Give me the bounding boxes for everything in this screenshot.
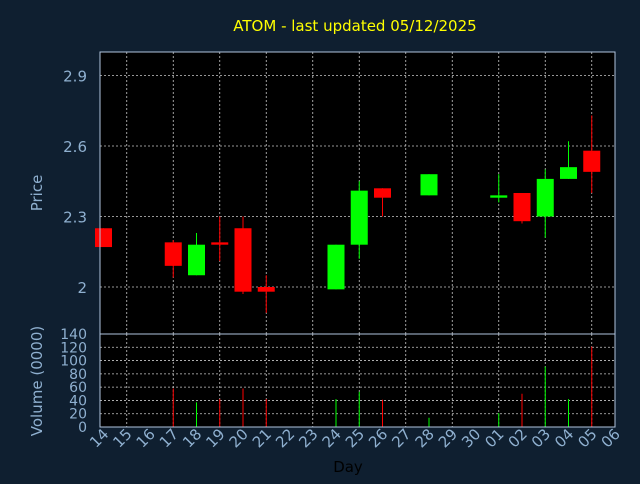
candle-body bbox=[164, 242, 182, 266]
candle-body bbox=[374, 188, 391, 198]
volume-panel-frame bbox=[99, 333, 616, 428]
candle bbox=[560, 141, 577, 179]
candle bbox=[95, 228, 112, 248]
x-axis-label: Day bbox=[333, 458, 363, 476]
candle-body bbox=[188, 244, 205, 276]
price-candles bbox=[95, 115, 601, 313]
price-y-tick-label: 2 bbox=[77, 279, 87, 297]
candle-body bbox=[513, 193, 531, 222]
price-y-tick-label: 2.9 bbox=[63, 68, 87, 86]
candle bbox=[374, 188, 391, 217]
candle-body bbox=[583, 150, 601, 172]
price-y-ticks: 2 2.3 2.6 2.9 bbox=[63, 68, 87, 298]
volume-y-tick-label: 140 bbox=[60, 327, 87, 343]
candle-body bbox=[420, 174, 438, 196]
x-ticks: 1415161718192021222324252627282930010203… bbox=[86, 425, 624, 451]
candle bbox=[164, 240, 182, 278]
candle-body bbox=[350, 190, 368, 245]
candle-body bbox=[95, 228, 112, 248]
volume-y-tick-label: 20 bbox=[69, 407, 87, 423]
candle-body bbox=[234, 228, 252, 292]
price-y-tick-label: 2.6 bbox=[63, 138, 87, 156]
candle-body bbox=[490, 195, 508, 198]
candle-body bbox=[257, 287, 275, 292]
candle bbox=[536, 169, 554, 238]
candle bbox=[234, 216, 252, 295]
candle bbox=[420, 174, 438, 196]
price-panel: 2 2.3 2.6 2.9 Price bbox=[28, 51, 616, 335]
candle bbox=[211, 216, 229, 262]
volume-bars bbox=[172, 346, 593, 427]
candle bbox=[490, 174, 508, 203]
volume-axis-label: Volume (0000) bbox=[28, 326, 46, 436]
candle bbox=[513, 193, 531, 224]
candle bbox=[257, 275, 275, 313]
price-y-tick-label: 2.3 bbox=[63, 209, 87, 227]
volume-y-tick-label: 100 bbox=[60, 354, 87, 370]
candle bbox=[188, 232, 205, 276]
candle bbox=[327, 244, 345, 290]
volume-y-tick-label: 40 bbox=[69, 393, 87, 409]
volume-y-tick-label: 120 bbox=[60, 340, 87, 356]
volume-y-tick-label: 0 bbox=[78, 420, 87, 436]
volume-y-tick-label: 80 bbox=[69, 367, 87, 383]
volume-plot-area bbox=[100, 334, 615, 427]
chart-title: ATOM - last updated 05/12/2025 bbox=[233, 17, 476, 35]
candle-body bbox=[327, 244, 345, 290]
candle bbox=[583, 115, 601, 193]
volume-y-tick-label: 60 bbox=[69, 380, 87, 396]
price-axis-label: Price bbox=[28, 175, 46, 212]
candle-body bbox=[211, 242, 229, 245]
candle-body bbox=[560, 167, 577, 179]
candle bbox=[350, 181, 368, 259]
candle-body bbox=[536, 178, 554, 217]
